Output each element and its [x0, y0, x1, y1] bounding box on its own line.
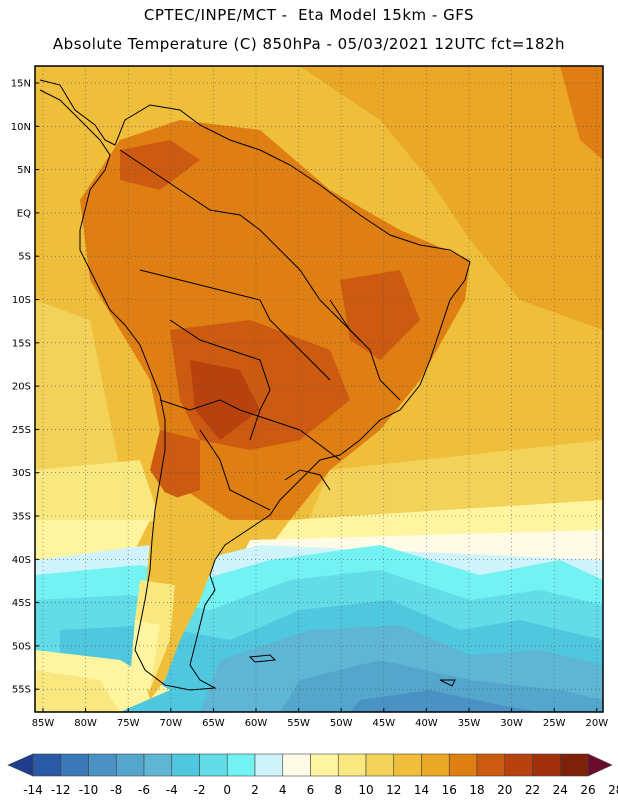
colorbar-label: 16	[442, 783, 457, 797]
temperature-field	[35, 66, 603, 712]
colorbar-arrow-high	[587, 753, 613, 777]
colorbar-label: 4	[279, 783, 287, 797]
lat-label: 30S	[12, 468, 31, 479]
lat-label: 15N	[11, 79, 31, 90]
colorbar-label: 28	[608, 783, 618, 797]
colorbar-label: 26	[580, 783, 595, 797]
colorbar-label: 0	[223, 783, 231, 797]
lat-label: 5N	[17, 165, 31, 176]
colorbar-box	[337, 753, 367, 777]
lon-label: 55W	[287, 718, 310, 729]
lon-label: 35W	[458, 718, 481, 729]
colorbar-box	[226, 753, 256, 777]
lat-label: 25S	[12, 425, 31, 436]
lat-label: EQ	[17, 208, 31, 219]
colorbar-box	[171, 753, 200, 777]
lon-label: 70W	[159, 718, 182, 729]
colorbar: -14 -12 -10 -8 -6 -4 -2 0 2 4 6 8 10 12 14 16 18 20 22 24 26…	[7, 753, 618, 797]
temperature-map: 15N 10N 5N EQ 5S 10S 15S 20S 25S 30S 35S 40S 45S 50S 5…	[11, 65, 608, 729]
colorbar-box	[365, 753, 395, 777]
lat-label: 15S	[12, 338, 31, 349]
lon-label: 85W	[32, 718, 55, 729]
lon-label: 75W	[117, 718, 140, 729]
longitude-labels: 85W 80W 75W 70W 65W 60W 55W 50W 45W 40W 35W 30W 25W 2…	[32, 708, 608, 729]
lat-label: 45S	[12, 598, 31, 609]
lon-label: 45W	[372, 718, 395, 729]
lon-label: 50W	[330, 718, 353, 729]
colorbar-label: -10	[79, 783, 99, 797]
lat-label: 20S	[12, 382, 31, 393]
colorbar-label: -12	[51, 783, 71, 797]
colorbar-label: -2	[194, 783, 206, 797]
colorbar-box	[310, 753, 339, 777]
latitude-labels: 15N 10N 5N EQ 5S 10S 15S 20S 25S 30S 35S 40S 45S 50S 5…	[11, 79, 39, 696]
colorbar-box	[115, 753, 145, 777]
colorbar-box	[393, 753, 422, 777]
lon-label: 30W	[500, 718, 523, 729]
lon-label: 25W	[543, 718, 566, 729]
colorbar-label: 18	[469, 783, 484, 797]
colorbar-box	[143, 753, 173, 777]
lat-label: 5S	[18, 252, 31, 263]
lat-label: 55S	[12, 685, 31, 696]
colorbar-boxes	[7, 753, 613, 777]
colorbar-label: 8	[334, 783, 342, 797]
lat-label: 35S	[12, 512, 31, 523]
colorbar-label: -14	[23, 783, 43, 797]
lat-label: 50S	[12, 641, 31, 652]
colorbar-box	[476, 753, 506, 777]
chart-title-line2: Absolute Temperature (C) 850hPa - 05/03/…	[52, 35, 566, 53]
colorbar-label: -6	[138, 783, 150, 797]
colorbar-label: -8	[110, 783, 122, 797]
colorbar-label: 2	[251, 783, 259, 797]
colorbar-box	[282, 753, 311, 777]
colorbar-label: 12	[386, 783, 401, 797]
colorbar-label: 14	[414, 783, 429, 797]
colorbar-box	[532, 753, 561, 777]
colorbar-box	[32, 753, 62, 777]
lat-label: 10S	[12, 295, 31, 306]
colorbar-box	[559, 753, 589, 777]
colorbar-label: 24	[553, 783, 568, 797]
lat-label: 40S	[12, 555, 31, 566]
colorbar-box	[88, 753, 117, 777]
lon-label: 60W	[245, 718, 268, 729]
colorbar-label: 20	[497, 783, 512, 797]
colorbar-box	[448, 753, 478, 777]
colorbar-label: 6	[307, 783, 315, 797]
colorbar-arrow-low	[7, 753, 34, 777]
colorbar-labels: -14 -12 -10 -8 -6 -4 -2 0 2 4 6 8 10 12 14 16 18 20 22 24 26…	[23, 783, 618, 797]
lon-label: 40W	[415, 718, 438, 729]
colorbar-label: 22	[525, 783, 540, 797]
lon-label: 65W	[202, 718, 225, 729]
colorbar-box	[199, 753, 228, 777]
colorbar-label: -4	[166, 783, 178, 797]
map-frame	[34, 65, 604, 713]
lon-label: 80W	[74, 718, 97, 729]
colorbar-box	[254, 753, 284, 777]
colorbar-box	[421, 753, 450, 777]
colorbar-label: 10	[358, 783, 373, 797]
grid-lines	[35, 66, 603, 712]
chart-title-line1: CPTEC/INPE/MCT - Eta Model 15km - GFS	[143, 6, 475, 24]
colorbar-box	[60, 753, 89, 777]
lon-label: 20W	[585, 718, 608, 729]
colorbar-box	[504, 753, 533, 777]
lat-label: 10N	[11, 122, 31, 133]
